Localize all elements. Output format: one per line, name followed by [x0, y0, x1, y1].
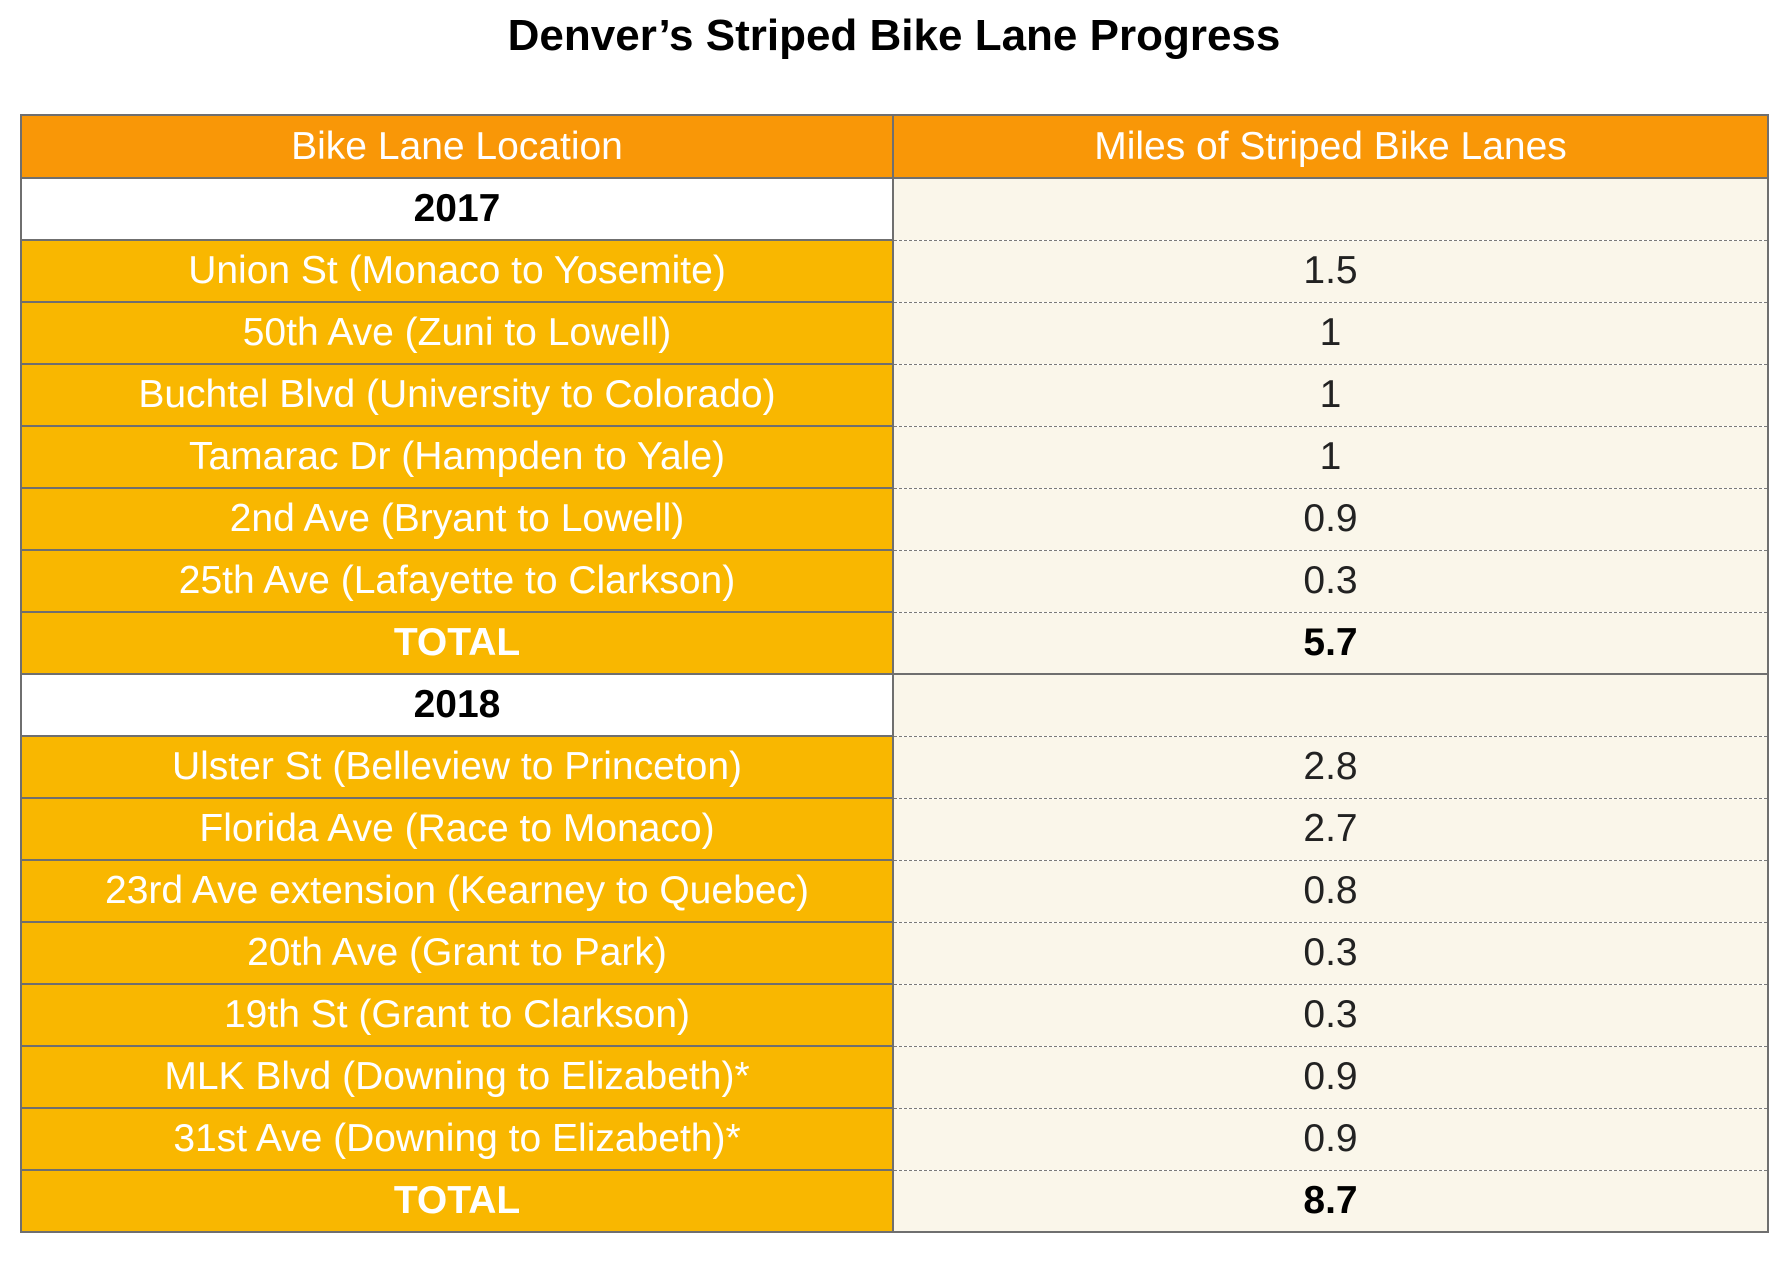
bike-lane-table: Bike Lane Location Miles of Striped Bike…: [20, 114, 1769, 1233]
location-cell: 31st Ave (Downing to Elizabeth)*: [20, 1108, 894, 1171]
miles-cell: 1: [893, 426, 1769, 489]
header-location: Bike Lane Location: [20, 114, 894, 179]
location-cell: Florida Ave (Race to Monaco): [20, 798, 894, 861]
miles-cell: 0.9: [893, 488, 1769, 551]
location-cell: Tamarac Dr (Hampden to Yale): [20, 426, 894, 489]
table-row: Florida Ave (Race to Monaco) 2.7: [20, 798, 1769, 861]
year-row: 2017: [20, 178, 1769, 241]
location-cell: 23rd Ave extension (Kearney to Quebec): [20, 860, 894, 923]
miles-cell: 0.8: [893, 860, 1769, 923]
year-label: 2018: [20, 674, 894, 737]
table-row: 23rd Ave extension (Kearney to Quebec) 0.…: [20, 860, 1769, 923]
table-row: Buchtel Blvd (University to Colorado) 1: [20, 364, 1769, 427]
miles-cell: [893, 674, 1769, 737]
location-cell: Ulster St (Belleview to Princeton): [20, 736, 894, 799]
miles-cell: 0.3: [893, 922, 1769, 985]
miles-cell: 0.3: [893, 984, 1769, 1047]
miles-cell: 0.9: [893, 1046, 1769, 1109]
year-row: 2018: [20, 674, 1769, 737]
miles-cell: 0.9: [893, 1108, 1769, 1171]
location-cell: Union St (Monaco to Yosemite): [20, 240, 894, 303]
table-row: 25th Ave (Lafayette to Clarkson) 0.3: [20, 550, 1769, 613]
total-label: TOTAL: [20, 612, 894, 675]
location-cell: MLK Blvd (Downing to Elizabeth)*: [20, 1046, 894, 1109]
table-body: 2017 Union St (Monaco to Yosemite) 1.5 50th…: [20, 178, 1769, 1233]
location-cell: 19th St (Grant to Clarkson): [20, 984, 894, 1047]
table-row: 50th Ave (Zuni to Lowell) 1: [20, 302, 1769, 365]
header-row: Bike Lane Location Miles of Striped Bike…: [20, 114, 1769, 179]
table-row: 2nd Ave (Bryant to Lowell) 0.9: [20, 488, 1769, 551]
table-row: 20th Ave (Grant to Park) 0.3: [20, 922, 1769, 985]
table-row: 19th St (Grant to Clarkson) 0.3: [20, 984, 1769, 1047]
table-row: Union St (Monaco to Yosemite) 1.5: [20, 240, 1769, 303]
total-miles-cell: 5.7: [893, 612, 1769, 675]
miles-cell: 1: [893, 302, 1769, 365]
miles-cell: 1.5: [893, 240, 1769, 303]
miles-cell: 0.3: [893, 550, 1769, 613]
miles-cell: 2.8: [893, 736, 1769, 799]
chart-title: Denver’s Striped Bike Lane Progress: [507, 11, 1281, 60]
total-miles-cell: 8.7: [893, 1170, 1769, 1233]
location-cell: 20th Ave (Grant to Park): [20, 922, 894, 985]
total-label: TOTAL: [20, 1170, 894, 1233]
header-miles: Miles of Striped Bike Lanes: [892, 114, 1769, 179]
location-cell: 25th Ave (Lafayette to Clarkson): [20, 550, 894, 613]
location-cell: Buchtel Blvd (University to Colorado): [20, 364, 894, 427]
table-row: 31st Ave (Downing to Elizabeth)* 0.9: [20, 1108, 1769, 1171]
table-row: Ulster St (Belleview to Princeton) 2.8: [20, 736, 1769, 799]
miles-cell: 2.7: [893, 798, 1769, 861]
table-row: Tamarac Dr (Hampden to Yale) 1: [20, 426, 1769, 489]
total-row: TOTAL 8.7: [20, 1170, 1769, 1233]
miles-cell: 1: [893, 364, 1769, 427]
location-cell: 2nd Ave (Bryant to Lowell): [20, 488, 894, 551]
miles-cell: [893, 178, 1769, 241]
year-label: 2017: [20, 178, 894, 241]
location-cell: 50th Ave (Zuni to Lowell): [20, 302, 894, 365]
total-row: TOTAL 5.7: [20, 612, 1769, 675]
table-row: MLK Blvd (Downing to Elizabeth)* 0.9: [20, 1046, 1769, 1109]
